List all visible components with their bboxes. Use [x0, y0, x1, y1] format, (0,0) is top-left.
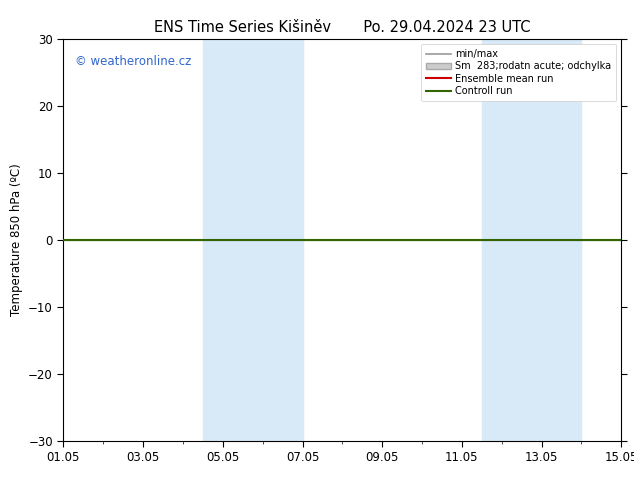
- Text: © weatheronline.cz: © weatheronline.cz: [75, 55, 191, 68]
- Bar: [203, 39, 302, 441]
- Bar: [482, 39, 581, 441]
- Legend: min/max, Sm  283;rodatn acute; odchylka, Ensemble mean run, Controll run: min/max, Sm 283;rodatn acute; odchylka, …: [422, 44, 616, 101]
- Y-axis label: Temperature 850 hPa (ºC): Temperature 850 hPa (ºC): [10, 164, 23, 317]
- Title: ENS Time Series Kišiněv       Po. 29.04.2024 23 UTC: ENS Time Series Kišiněv Po. 29.04.2024 2…: [154, 20, 531, 35]
